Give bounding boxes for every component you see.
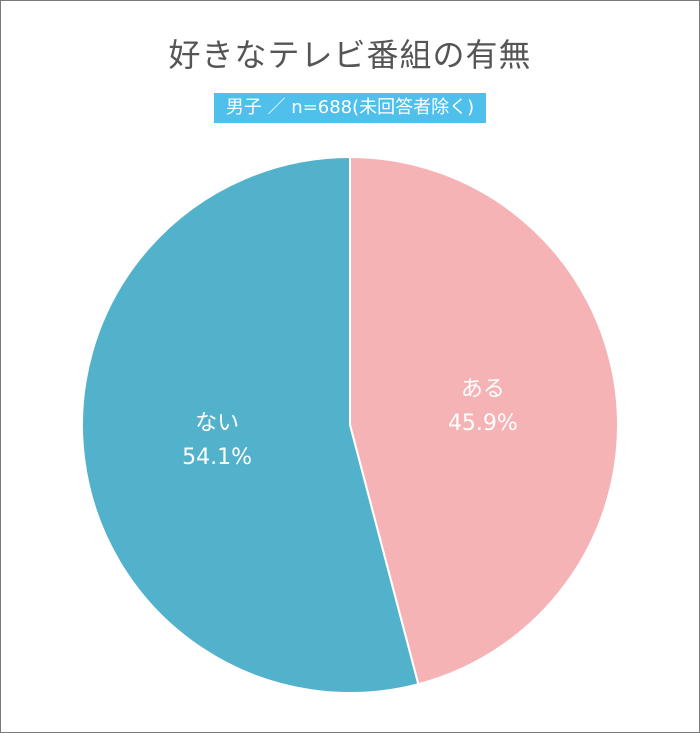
slice-label-1: ある [461, 377, 505, 402]
slice-label-2: ない [195, 411, 239, 436]
pie-slice-2 [80, 155, 420, 694]
subtitle-badge: 男子 ／ n=688(未回答者除く) [213, 93, 487, 123]
chart-title: 好きなテレビ番組の有無 [168, 36, 532, 74]
pie-slice-1 [349, 155, 619, 686]
subtitle-container: 男子 ／ n=688(未回答者除く) [0, 93, 700, 123]
slice-value-label-2: 54.1% [182, 445, 252, 470]
slice-value-label-1: 45.9% [448, 411, 518, 436]
